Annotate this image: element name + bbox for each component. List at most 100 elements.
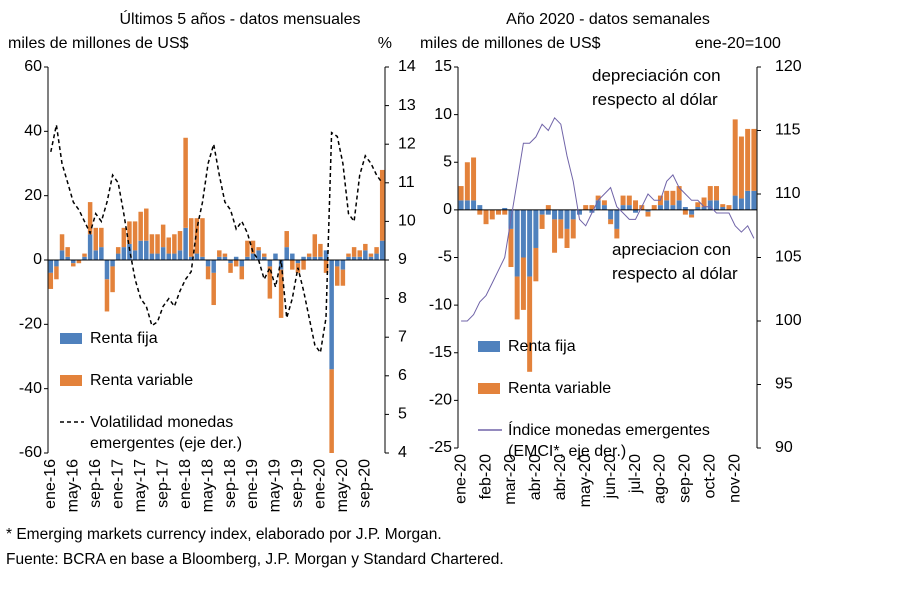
bar-segment — [155, 234, 160, 254]
bar-segment — [340, 260, 346, 270]
bar-segment — [267, 266, 273, 299]
bar-segment — [464, 200, 470, 210]
bar-segment — [595, 200, 601, 210]
bar-segment — [564, 209, 570, 229]
bar-segment — [115, 247, 121, 254]
bar-segment — [732, 195, 738, 210]
bar-segment — [306, 253, 312, 257]
bar-segment — [689, 214, 695, 218]
bar-segment — [71, 260, 76, 264]
y2-tick-label: 13 — [398, 97, 416, 114]
legend-item: Índice monedas emergentes (EMCI*, eje de… — [478, 420, 758, 462]
footnote: * Emerging markets currency index, elabo… — [6, 526, 442, 543]
y-tick-label: -60 — [19, 444, 42, 461]
bar-segment — [233, 256, 239, 260]
bar-segment — [228, 263, 233, 273]
bar-segment — [149, 253, 155, 260]
legend-swatch — [478, 429, 502, 431]
bar-segment — [651, 205, 657, 210]
bar-segment — [502, 209, 508, 215]
bar-segment — [104, 260, 110, 280]
bar-segment — [121, 247, 127, 260]
x-tick-label: ene-17 — [109, 459, 126, 509]
x-tick-label: ene-20 — [452, 454, 469, 504]
bar-segment — [608, 209, 614, 220]
bar-segment — [127, 221, 132, 244]
bar-segment — [329, 260, 334, 370]
bar-segment — [138, 211, 143, 241]
x-tick-label: may-19 — [267, 459, 284, 512]
bar-segment — [707, 186, 713, 201]
bar-segment — [71, 263, 76, 267]
legend-item: Renta fija — [478, 336, 758, 357]
bar-segment — [374, 253, 379, 260]
bar-segment — [188, 256, 194, 260]
y-axis-label: miles de millones de US$ — [8, 35, 189, 52]
bar-segment — [340, 269, 346, 286]
bar-segment — [363, 243, 368, 251]
bar-segment — [695, 202, 701, 208]
x-tick-label: sep-16 — [87, 459, 104, 508]
bar-segment — [87, 202, 93, 235]
x-tick-label: may-20 — [577, 454, 594, 507]
bar-segment — [99, 227, 104, 248]
bar-segment — [54, 266, 59, 280]
bar-segment — [99, 247, 104, 260]
x-tick-label: may-16 — [64, 459, 81, 512]
y2-tick-label: 8 — [398, 290, 407, 307]
bar-segment — [520, 209, 526, 258]
bar-segment — [222, 256, 228, 260]
legend-label: Renta variable — [90, 372, 194, 389]
bar-segment — [149, 234, 155, 254]
bar-segment — [527, 209, 533, 277]
bar-segment — [115, 253, 121, 260]
y2-axis-label: % — [378, 35, 392, 52]
legend-item: Volatilidad monedas emergentes (eje der.… — [60, 412, 290, 454]
bar-segment — [306, 256, 312, 260]
chart-title: Últimos 5 años - datos mensuales — [120, 9, 361, 28]
bar-segment — [194, 218, 200, 254]
x-tick-label: jun-20 — [602, 454, 619, 500]
bar-segment — [589, 205, 595, 210]
y-tick-label: 60 — [24, 58, 42, 75]
bar-segment — [751, 128, 757, 191]
bar-segment — [351, 247, 357, 257]
bar-segment — [54, 260, 59, 267]
bar-segment — [256, 247, 261, 251]
y-tick-label: 15 — [434, 58, 452, 75]
bar-segment — [614, 228, 620, 239]
bar-segment — [132, 221, 138, 251]
x-tick-label: ene-18 — [177, 459, 194, 509]
y2-axis-label: ene-20=100 — [695, 35, 781, 52]
y2-tick-label: 6 — [398, 367, 407, 384]
bar-segment — [645, 209, 651, 212]
bar-segment — [245, 256, 250, 260]
bar-segment — [527, 276, 533, 372]
bar-segment — [558, 219, 564, 239]
y2-tick-label: 95 — [775, 376, 793, 393]
legend-label: Renta variable — [508, 380, 612, 397]
bar-segment — [489, 209, 495, 220]
x-tick-label: abr-20 — [552, 454, 569, 500]
bar-segment — [363, 250, 368, 260]
bar-segment — [614, 209, 620, 229]
bar-segment — [183, 227, 188, 260]
legend-item: Renta fija — [60, 328, 290, 349]
bar-segment — [514, 209, 520, 277]
bar-segment — [620, 195, 626, 206]
bar-segment — [601, 200, 607, 206]
bar-segment — [626, 195, 632, 206]
bar-segment — [48, 272, 54, 289]
y2-tick-label: 10 — [398, 213, 416, 230]
bar-segment — [682, 209, 688, 215]
bar-segment — [483, 209, 489, 225]
bar-segment — [539, 209, 545, 215]
bar-segment — [194, 253, 200, 260]
y2-tick-label: 12 — [398, 135, 416, 152]
bar-segment — [48, 260, 54, 273]
bar-segment — [228, 260, 233, 264]
x-tick-label: feb-20 — [477, 454, 494, 499]
bar-segment — [110, 266, 115, 293]
legend-swatch — [478, 341, 500, 352]
